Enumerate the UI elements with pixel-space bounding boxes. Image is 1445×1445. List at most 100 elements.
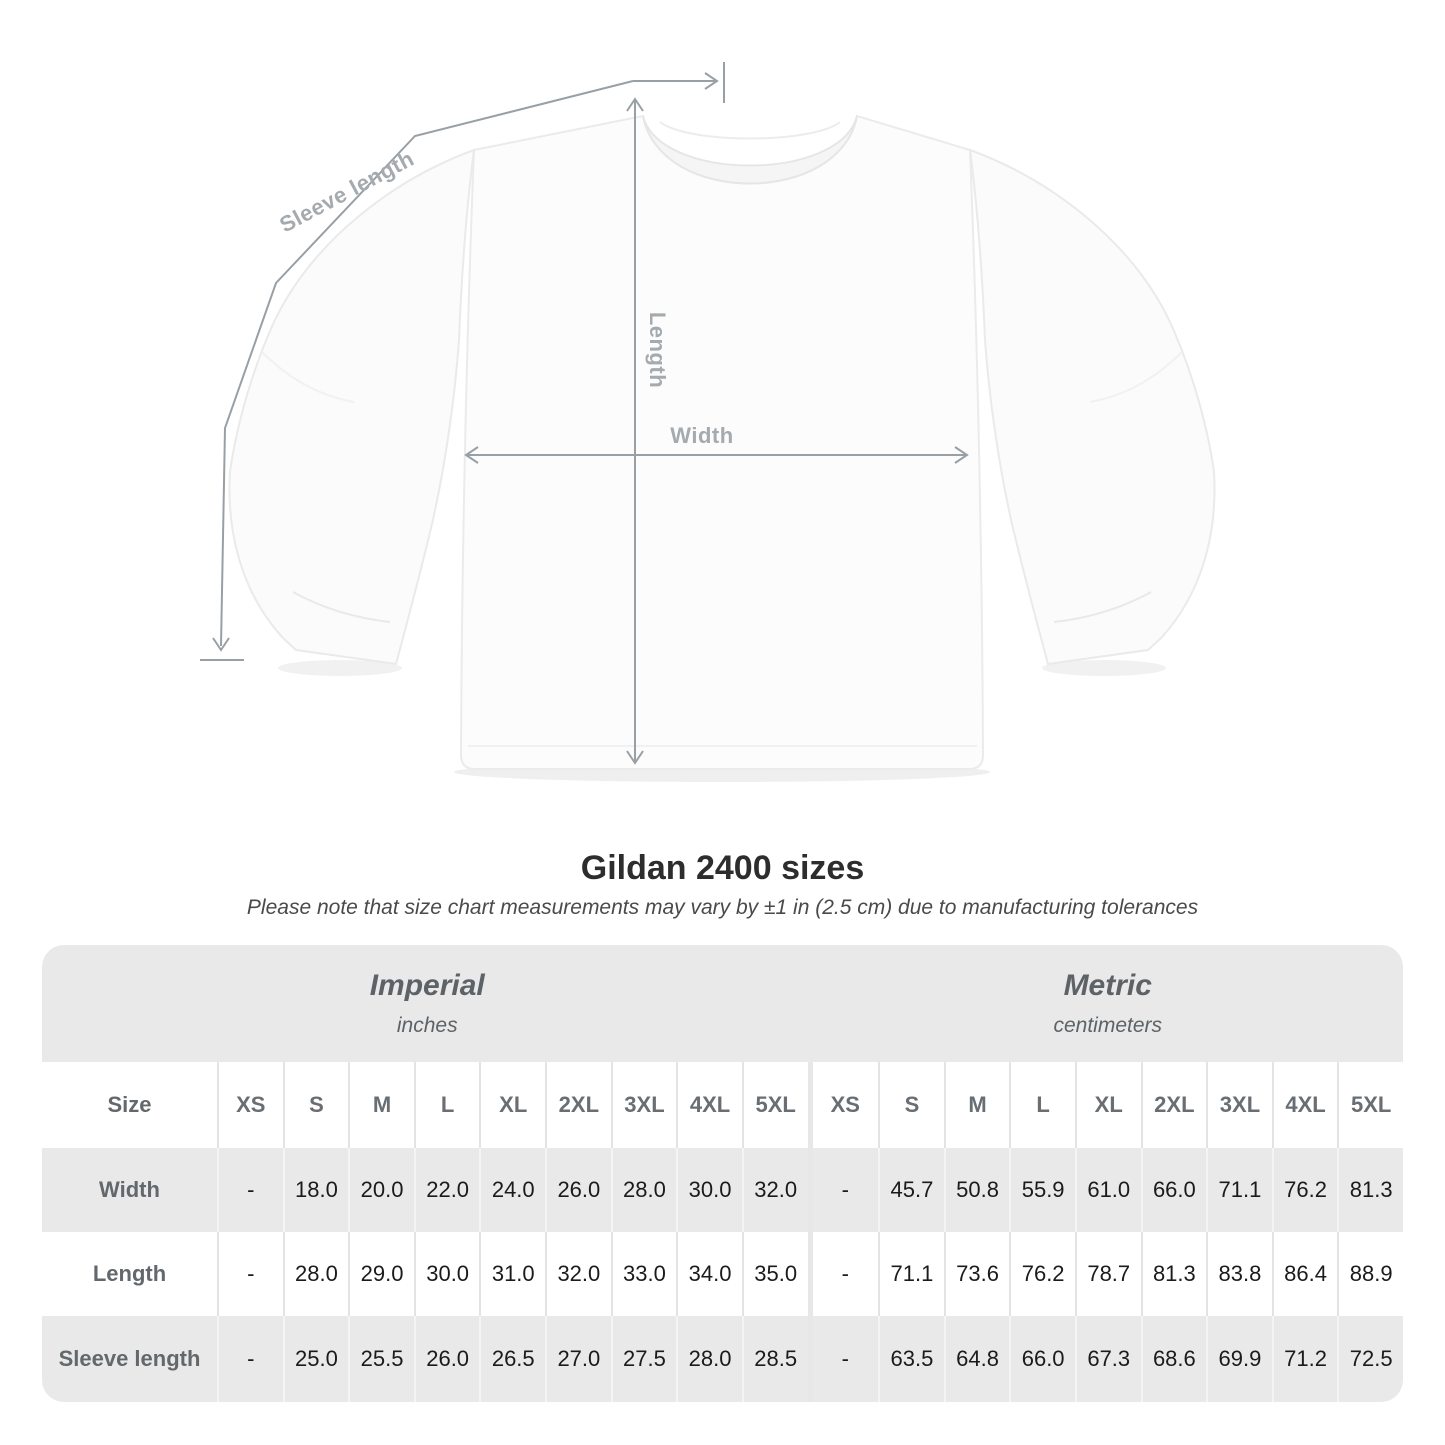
table-cell: 28.5	[741, 1316, 808, 1403]
width-arrow	[464, 446, 969, 464]
table-cell: 73.6	[943, 1232, 1010, 1317]
size-col-header: L	[1009, 1062, 1075, 1149]
tolerance-note: Please note that size chart measurements…	[246, 895, 1199, 919]
table-row-width: Width - 18.0 20.0 22.0 24.0 26.0 28.0 30…	[42, 1148, 1403, 1233]
imperial-unit: inches	[396, 1014, 458, 1038]
shirt-left-sleeve	[228, 148, 476, 666]
size-row-label: Size	[107, 1092, 152, 1118]
size-col-header: L	[413, 1062, 480, 1149]
table-cell: 88.9	[1337, 1232, 1403, 1317]
length-label: Length	[645, 311, 670, 389]
table-cell: 32.0	[545, 1232, 611, 1317]
row-label: Sleeve length	[58, 1346, 201, 1372]
table-cell: 26.0	[545, 1148, 611, 1233]
section-divider	[807, 1232, 813, 1317]
metric-title: Metric	[1063, 969, 1152, 1003]
shirt-illustration	[200, 62, 1216, 782]
size-col-header: XS	[217, 1062, 283, 1149]
measurement-arrows	[200, 62, 969, 765]
table-cell: 72.5	[1337, 1316, 1403, 1403]
table-cell: -	[217, 1148, 283, 1233]
imperial-title: Imperial	[369, 969, 485, 1003]
table-cell: 50.8	[943, 1148, 1010, 1233]
size-col-header: XL	[1074, 1062, 1141, 1149]
length-arrow	[626, 97, 644, 765]
left-cuff-seam	[292, 591, 391, 623]
table-cell: 86.4	[1271, 1232, 1338, 1317]
table-cell: 29.0	[348, 1232, 414, 1317]
size-col-header: 2XL	[1140, 1062, 1207, 1149]
table-cell: 28.0	[610, 1148, 677, 1233]
collar-inner-line	[659, 121, 841, 140]
table-cell: 81.3	[1140, 1232, 1207, 1317]
table-cell: 81.3	[1337, 1148, 1403, 1233]
table-cell: 71.1	[1206, 1148, 1272, 1233]
table-cell: 45.7	[878, 1148, 944, 1233]
table-cell: 31.0	[479, 1232, 545, 1317]
table-cell: 76.2	[1009, 1232, 1075, 1317]
table-cell: 71.1	[878, 1232, 944, 1317]
table-cell: -	[217, 1232, 283, 1317]
table-cell: 69.9	[1206, 1316, 1272, 1403]
left-elbow-crease	[261, 351, 355, 403]
table-cell: 25.5	[348, 1316, 414, 1403]
size-col-header: S	[282, 1062, 349, 1149]
table-cell: 66.0	[1140, 1148, 1207, 1233]
size-col-header: 2XL	[545, 1062, 611, 1149]
right-elbow-crease	[1089, 351, 1183, 403]
table-cell: -	[841, 1346, 849, 1372]
table-cell: 30.0	[413, 1232, 480, 1317]
right-cuff-seam	[1053, 591, 1152, 623]
table-cell: 66.0	[1009, 1316, 1075, 1403]
table-cell: 30.0	[676, 1148, 742, 1233]
table-cell: 83.8	[1206, 1232, 1272, 1317]
table-cell: 61.0	[1074, 1148, 1141, 1233]
table-cell: 71.2	[1271, 1316, 1338, 1403]
size-col-header: XS	[830, 1092, 860, 1118]
page-title: Gildan 2400 sizes	[580, 849, 865, 887]
table-cell: -	[841, 1177, 849, 1203]
size-col-header: S	[878, 1062, 944, 1149]
size-col-header: 3XL	[610, 1062, 677, 1149]
metric-section-header: Metric centimeters	[813, 945, 1404, 1062]
table-cell: 55.9	[1009, 1148, 1075, 1233]
table-cell: 28.0	[282, 1232, 349, 1317]
imperial-section-header: Imperial inches	[42, 945, 813, 1062]
sleeve-length-arrow	[200, 62, 725, 661]
table-cell: 33.0	[610, 1232, 677, 1317]
table-cell: 67.3	[1074, 1316, 1141, 1403]
size-table: Imperial inches Metric centimeters Size …	[42, 945, 1404, 1403]
size-col-header: 4XL	[1271, 1062, 1338, 1149]
table-cell: 28.0	[676, 1316, 742, 1403]
size-col-header: XL	[479, 1062, 545, 1149]
table-cell: 35.0	[741, 1232, 808, 1317]
table-cell: 20.0	[348, 1148, 414, 1233]
shirt-right-sleeve	[968, 148, 1216, 666]
table-cell: 63.5	[878, 1316, 944, 1403]
section-divider	[807, 1062, 813, 1149]
table-cell: 27.0	[545, 1316, 611, 1403]
width-label: Width	[670, 423, 734, 448]
size-col-header: 5XL	[1337, 1062, 1403, 1149]
table-cell: 22.0	[413, 1148, 480, 1233]
table-row-sleeve-length: Sleeve length - 25.0 25.5 26.0 26.5 27.0…	[42, 1316, 1403, 1403]
table-cell: 68.6	[1140, 1316, 1207, 1403]
table-cell: -	[217, 1316, 283, 1403]
section-divider	[807, 1148, 813, 1233]
size-col-header: 4XL	[676, 1062, 742, 1149]
size-col-header: 5XL	[741, 1062, 808, 1149]
row-label: Length	[92, 1261, 167, 1287]
table-cell: 18.0	[282, 1148, 349, 1233]
table-cell: 78.7	[1074, 1232, 1141, 1317]
table-cell: 76.2	[1271, 1148, 1338, 1233]
metric-unit: centimeters	[1053, 1014, 1163, 1038]
table-cell: 34.0	[676, 1232, 742, 1317]
size-header-row: Size XS S M L XL 2XL 3XL 4XL 5XL XS S M …	[42, 1062, 1403, 1149]
table-row-length: Length - 28.0 29.0 30.0 31.0 32.0 33.0 3…	[42, 1232, 1403, 1317]
row-label: Width	[99, 1177, 160, 1203]
section-divider	[807, 1316, 813, 1403]
shirt-collar	[642, 115, 858, 185]
table-cell: 32.0	[741, 1148, 808, 1233]
size-col-header: M	[943, 1062, 1010, 1149]
